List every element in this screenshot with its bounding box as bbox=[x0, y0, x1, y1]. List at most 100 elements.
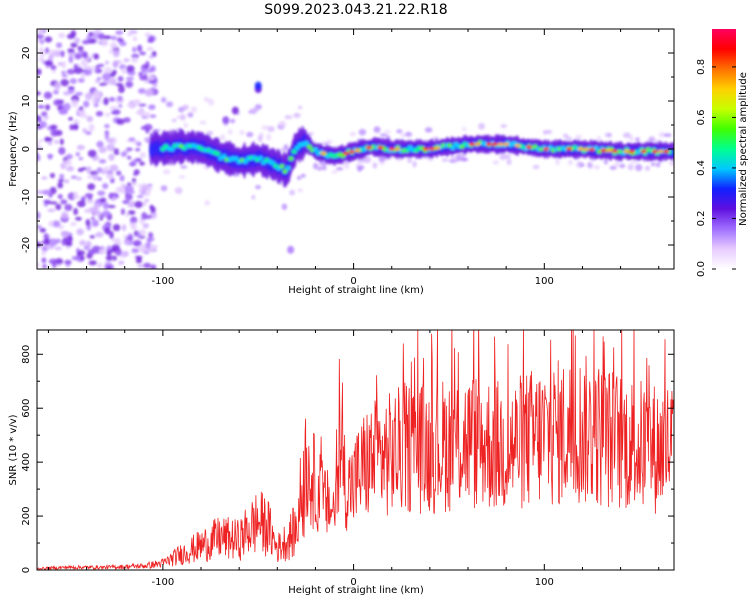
spectrogram-noise-blob bbox=[110, 42, 118, 49]
spectrogram-peak bbox=[377, 145, 384, 150]
spectrogram-noise-blob bbox=[37, 241, 42, 248]
spectrogram-noise-blob bbox=[133, 100, 142, 106]
spectrogram-peak bbox=[486, 142, 493, 146]
spectrogram-noise-blob bbox=[143, 262, 152, 269]
spectrogram-noise-blob bbox=[104, 123, 110, 129]
spectrogram-noise-blob bbox=[136, 141, 142, 147]
spectrogram-noise-blob bbox=[145, 60, 150, 69]
spectrogram-peak bbox=[491, 142, 498, 146]
spectrogram-noise-blob bbox=[153, 128, 161, 133]
spectrogram-noise-blob bbox=[37, 211, 41, 220]
spectrogram-noise-blob bbox=[106, 138, 115, 144]
spectrogram-noise-blob bbox=[86, 35, 92, 41]
spectrogram-noise-blob bbox=[588, 162, 594, 169]
spectrogram-noise-blob bbox=[82, 128, 87, 134]
spectrogram-noise-blob bbox=[131, 178, 137, 183]
spectrogram-noise-blob bbox=[132, 172, 138, 176]
snr-y-tick-label: 200 bbox=[21, 507, 32, 526]
spectrogram-noise-blob bbox=[462, 157, 469, 162]
colorbar-tick-label: 0.6 bbox=[696, 109, 707, 125]
spectrogram-noise-blob bbox=[49, 124, 58, 130]
spectrogram-peak bbox=[611, 149, 618, 153]
spectrogram-noise-blob bbox=[246, 131, 254, 138]
spectrogram-noise-blob bbox=[105, 35, 112, 40]
spectrogram-noise-blob bbox=[266, 133, 272, 141]
spectrogram-noise-blob bbox=[171, 118, 177, 123]
spectrogram-core bbox=[270, 160, 276, 166]
spectrogram-noise-blob bbox=[92, 173, 99, 181]
snr-y-tick-label: 800 bbox=[21, 345, 32, 364]
spectrogram-peak bbox=[388, 147, 395, 151]
spectrogram-noise-blob bbox=[147, 39, 154, 43]
spectrogram-noise-blob bbox=[87, 149, 97, 158]
spectrogram-noise-blob bbox=[89, 235, 95, 239]
spectrogram-noise-blob bbox=[136, 232, 141, 238]
snr-x-tick-label: 0 bbox=[350, 577, 356, 588]
spectrogram-noise-blob bbox=[229, 118, 236, 124]
spectrogram-noise-blob bbox=[125, 80, 134, 88]
spectrogram-noise-blob bbox=[102, 72, 111, 81]
spectrogram-noise-blob bbox=[138, 71, 143, 77]
spectrogram-noise-blob bbox=[144, 198, 150, 202]
spectrogram-noise-blob bbox=[53, 99, 62, 107]
spectrogram-noise-blob bbox=[80, 255, 85, 261]
spectrogram-peak bbox=[342, 151, 349, 156]
spectrogram-noise-blob bbox=[132, 36, 138, 42]
spectrogram-noise-blob bbox=[119, 174, 125, 182]
spectrogram-noise-blob bbox=[596, 135, 602, 143]
spectrogram-noise-blob bbox=[96, 76, 102, 81]
spectrogram-noise-blob bbox=[190, 106, 197, 113]
spectrogram-noise-blob bbox=[199, 120, 207, 125]
spectrogram-noise-blob bbox=[110, 110, 119, 115]
spectrogram-noise-blob bbox=[357, 165, 363, 172]
spectrogram-noise-blob bbox=[93, 53, 100, 60]
spectrogram-noise-blob bbox=[84, 92, 93, 100]
spectrogram-noise-blob bbox=[178, 175, 186, 179]
spectrogram-noise-blob bbox=[38, 56, 45, 62]
spectrogram-noise-blob bbox=[67, 86, 75, 90]
spectrogram-noise-blob bbox=[145, 88, 155, 95]
spectrogram-noise-blob bbox=[74, 53, 82, 60]
spectrogram-noise-blob bbox=[87, 183, 96, 191]
spectrogram-noise-blob bbox=[160, 97, 167, 103]
spectrogram-noise-blob bbox=[70, 42, 78, 48]
spectrogram-noise-blob bbox=[182, 104, 189, 111]
spectrogram-noise-blob bbox=[73, 123, 79, 131]
spectrogram-noise-blob bbox=[55, 42, 63, 49]
spectrogram-noise-blob bbox=[69, 124, 75, 131]
spectrogram-noise-blob bbox=[43, 91, 53, 100]
spectrogram-noise-blob bbox=[261, 125, 270, 130]
spectrogram-noise-blob bbox=[107, 204, 116, 209]
spectrogram-noise-blob bbox=[61, 70, 66, 75]
spectrogram-core bbox=[312, 147, 319, 152]
spectrogram-noise-blob bbox=[98, 248, 106, 255]
spectrogram-noise-blob bbox=[77, 167, 84, 173]
spectrogram-noise-blob bbox=[132, 239, 142, 247]
spectrogram-noise-blob bbox=[81, 51, 87, 58]
spectrogram-noise-blob bbox=[55, 203, 62, 211]
spectrogram-noise-blob bbox=[203, 96, 210, 102]
spectrogram-noise-blob bbox=[287, 245, 295, 254]
spectrogram-band bbox=[671, 147, 674, 158]
spectrogram-noise-blob bbox=[69, 78, 77, 84]
colorbar-tick-label: 0.8 bbox=[696, 59, 707, 75]
spectrogram-noise-blob bbox=[103, 67, 113, 74]
spectrogram-noise-blob bbox=[622, 132, 631, 139]
spectrogram-noise-blob bbox=[41, 257, 47, 264]
spectrogram-noise-blob bbox=[117, 76, 124, 82]
spectrogram-noise-blob bbox=[138, 187, 143, 196]
spectrogram-noise-blob bbox=[39, 29, 44, 36]
spectrogram-core bbox=[294, 145, 300, 151]
spectrogram-noise-blob bbox=[148, 104, 156, 110]
spectrogram-noise-blob bbox=[61, 74, 68, 78]
spectrogram-noise-blob bbox=[644, 165, 651, 171]
spectrogram-noise-blob bbox=[75, 151, 80, 157]
spectrogram-noise-blob bbox=[46, 137, 53, 142]
spectrogram-noise-blob bbox=[148, 232, 154, 238]
spectrogram-noise-blob bbox=[658, 131, 666, 138]
spectrogram-peak bbox=[640, 149, 647, 154]
spectrogram-noise-blob bbox=[289, 189, 296, 196]
spectrogram-noise-blob bbox=[321, 165, 327, 171]
spectrogram-noise-blob bbox=[48, 49, 57, 54]
spectrogram-noise-blob bbox=[37, 115, 42, 123]
